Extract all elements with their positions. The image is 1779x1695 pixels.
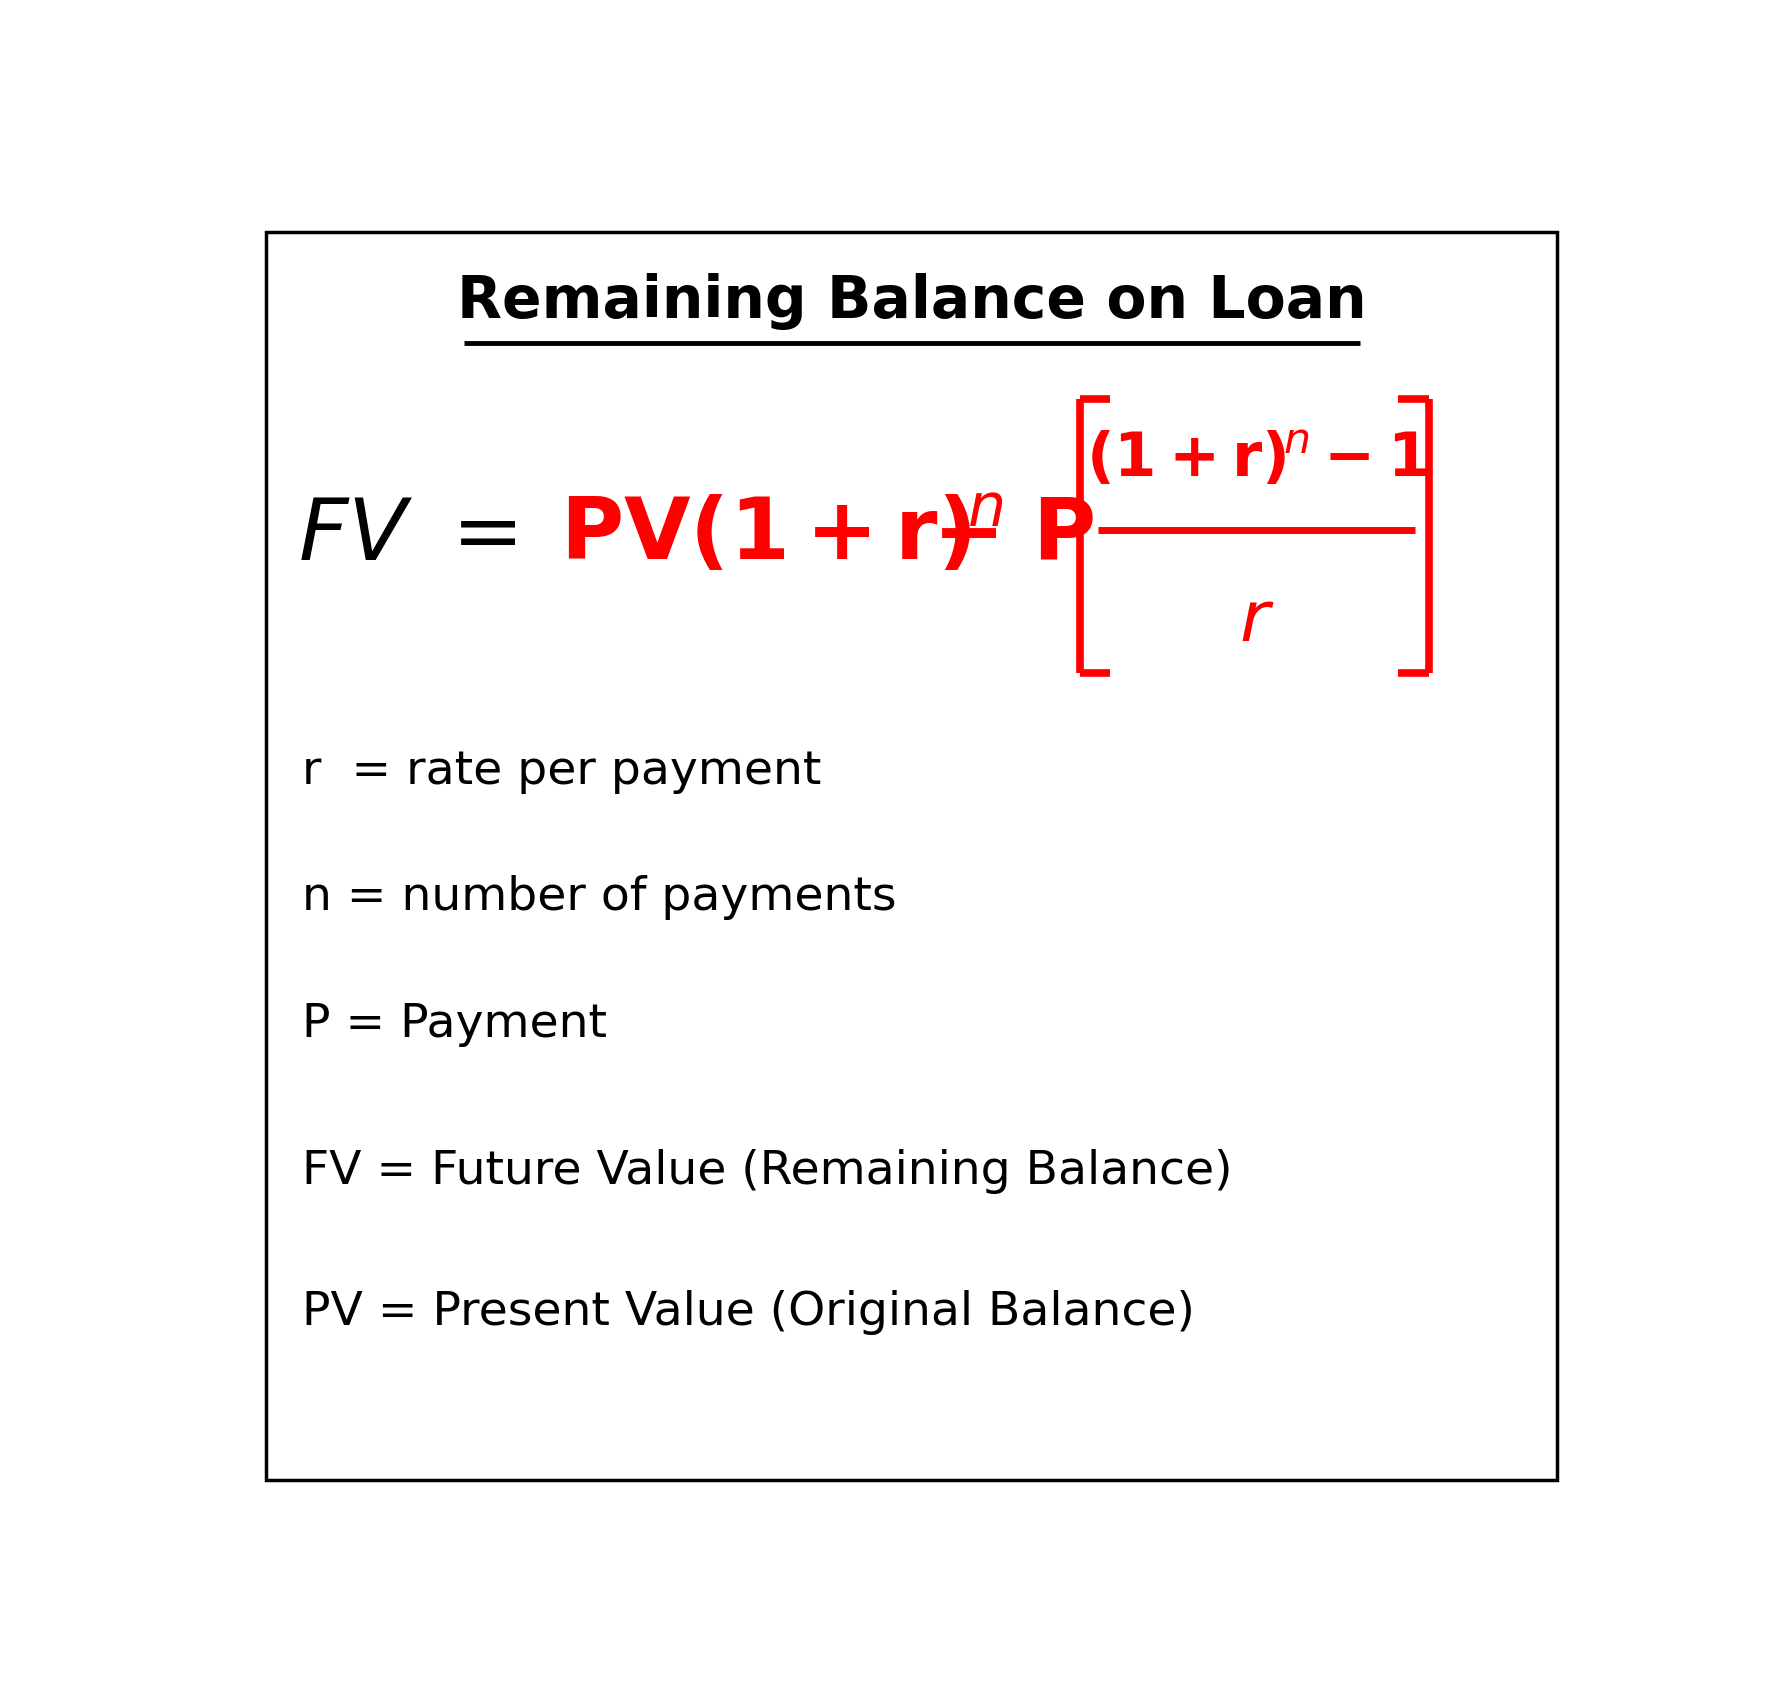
Text: P = Payment: P = Payment (302, 1002, 607, 1048)
Text: PV = Present Value (Original Balance): PV = Present Value (Original Balance) (302, 1290, 1195, 1336)
Text: $\mathit{FV}\ =$: $\mathit{FV}\ =$ (299, 495, 516, 578)
Text: n = number of payments: n = number of payments (302, 875, 897, 920)
Text: Remaining Balance on Loan: Remaining Balance on Loan (457, 273, 1366, 331)
Text: r  = rate per payment: r = rate per payment (302, 749, 822, 793)
Text: $\mathbf{-\ P}$: $\mathbf{-\ P}$ (932, 495, 1094, 578)
Text: $\mathbf{\mathit{r}}$: $\mathbf{\mathit{r}}$ (1238, 586, 1274, 656)
FancyBboxPatch shape (267, 232, 1557, 1480)
Text: $\mathbf{PV(1+r)^{\!\mathit{n}}}$: $\mathbf{PV(1+r)^{\!\mathit{n}}}$ (560, 495, 1003, 578)
Text: $\mathbf{(1+r)^{\!\mathit{n}}-1}$: $\mathbf{(1+r)^{\!\mathit{n}}-1}$ (1085, 431, 1427, 490)
Text: FV = Future Value (Remaining Balance): FV = Future Value (Remaining Balance) (302, 1149, 1233, 1195)
